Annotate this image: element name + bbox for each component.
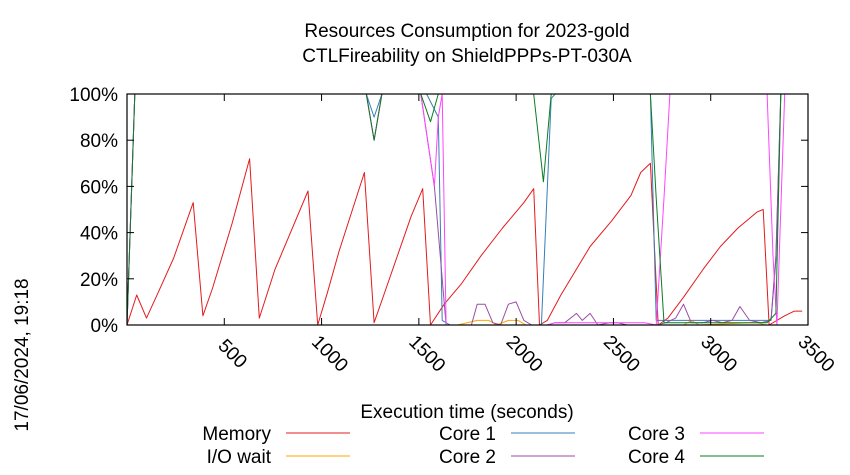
- y-tick-label: 20%: [80, 270, 118, 291]
- legend-label: Core 1: [439, 424, 496, 445]
- x-tick-label: 1500: [404, 332, 449, 377]
- series-line-memory: [126, 158, 803, 326]
- series-line-core-1: [126, 93, 803, 326]
- legend-label: Core 3: [628, 424, 685, 445]
- x-axis-label: Execution time (seconds): [360, 402, 573, 423]
- x-tick-label: 3000: [696, 332, 741, 377]
- y-tick-label: 40%: [80, 224, 118, 245]
- y-tick-label: 100%: [69, 85, 118, 106]
- x-tick-label: 2500: [599, 332, 644, 377]
- plot-frame: [126, 93, 809, 326]
- x-tick-label: 500: [214, 335, 251, 372]
- legend-label: Core 4: [628, 447, 685, 468]
- y-tick-label: 80%: [80, 131, 118, 152]
- series-line-core-2: [126, 93, 803, 326]
- legend-label: Memory: [202, 424, 271, 445]
- axis-layer: 0% 20% 40% 60% 80% 100% 500 1000 1500 2000 2500 300…: [69, 85, 838, 376]
- chart-title: Resources Consumption for 2023-gold: [304, 21, 629, 42]
- timestamp-label: 17/06/2024, 19:18: [12, 278, 33, 431]
- x-tick-label: 2000: [502, 332, 547, 377]
- chart-subtitle: CTLFireability on ShieldPPPs-PT-030A: [302, 46, 632, 67]
- y-tick-label: 0%: [91, 316, 119, 337]
- x-tick-label: 3500: [794, 332, 839, 377]
- legend-label: Core 2: [439, 447, 496, 468]
- y-tick-label: 60%: [80, 177, 118, 198]
- series-line-core-3: [126, 93, 803, 326]
- x-tick-label: 1000: [307, 332, 352, 377]
- series-line-core-4: [126, 93, 803, 326]
- legend-label: I/O wait: [207, 447, 272, 468]
- series-layer: [126, 93, 803, 326]
